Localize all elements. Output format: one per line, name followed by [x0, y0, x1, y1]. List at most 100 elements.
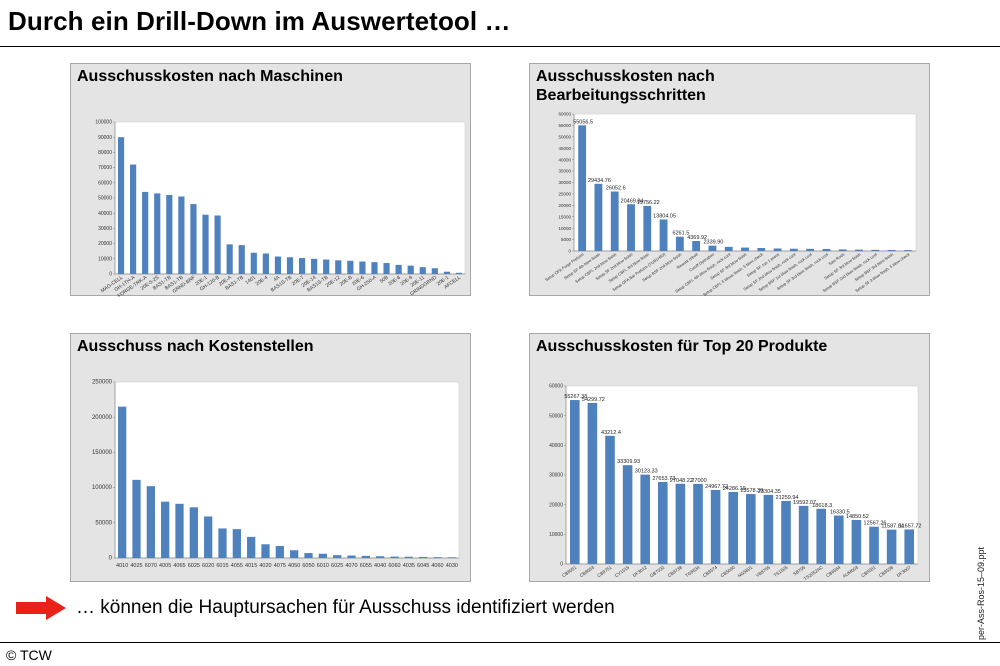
bar	[204, 516, 213, 558]
bar	[658, 481, 668, 564]
bar-data-label: 14850.52	[846, 514, 869, 520]
y-tick-label: 250000	[92, 380, 113, 386]
x-tick-label: 6010	[317, 563, 329, 569]
bar	[587, 402, 598, 564]
bar	[746, 494, 756, 564]
bar	[142, 191, 149, 274]
y-tick-label: 100000	[95, 120, 112, 126]
bar	[335, 260, 342, 274]
bar	[261, 544, 270, 558]
x-tick-label: VB8765	[755, 564, 771, 578]
y-tick-label: 50000	[558, 134, 571, 139]
x-tick-label: NG5801	[737, 564, 754, 578]
bar	[189, 507, 198, 558]
y-tick-label: 25000	[558, 192, 571, 197]
x-tick-label: CB5581	[860, 564, 877, 578]
y-tick-label: 30000	[98, 226, 112, 232]
bar	[431, 268, 438, 274]
bar	[250, 252, 257, 274]
bar	[871, 249, 880, 251]
bar	[763, 494, 774, 564]
x-tick-label: CB5090	[720, 564, 737, 578]
x-tick-label: 6070	[145, 563, 157, 569]
bar	[347, 555, 356, 558]
x-tick-label: 4060	[431, 563, 443, 569]
x-tick-label: 4050	[288, 563, 300, 569]
bar	[675, 236, 684, 251]
x-tick-label: 4025	[130, 563, 142, 569]
y-tick-label: 0	[109, 556, 113, 562]
y-tick-label: 40000	[98, 211, 112, 217]
bar-data-label: 29434.76	[588, 178, 611, 184]
bar-data-label: 55267.38	[564, 394, 587, 400]
bar-data-label: 27000	[691, 478, 706, 484]
y-tick-label: 40000	[558, 157, 571, 162]
y-tick-label: 80000	[98, 150, 112, 156]
plot-area	[573, 113, 917, 252]
bar-data-label: 30123.33	[635, 469, 658, 475]
y-tick-label: 70000	[98, 165, 112, 171]
bar	[640, 474, 650, 564]
y-tick-label: 30000	[558, 180, 571, 185]
x-tick-label: 6015	[216, 563, 228, 569]
y-tick-label: 55000	[558, 123, 571, 128]
x-tick-label: GB7032	[649, 564, 666, 578]
y-tick-label: 90000	[98, 135, 112, 141]
x-tick-label: CB8538	[878, 564, 895, 578]
footer-divider	[0, 642, 1000, 643]
bar	[218, 528, 227, 558]
x-tick-label: CB8574	[702, 564, 719, 578]
y-tick-label: 200000	[92, 415, 113, 421]
bar	[419, 267, 426, 274]
bar-data-label: 43212.4	[601, 430, 621, 436]
bar	[838, 249, 847, 251]
x-tick-label: DF3012	[632, 564, 648, 578]
bar	[710, 489, 721, 564]
bar	[371, 262, 378, 274]
bar	[659, 219, 668, 251]
x-tick-label: 6055	[360, 563, 372, 569]
bar	[214, 215, 221, 274]
y-tick-label: 50000	[98, 196, 112, 202]
bar-data-label: 12567.26	[864, 521, 887, 527]
y-tick-label: 5000	[561, 237, 572, 242]
chart-title-produkte: Ausschusskosten für Top 20 Produkte	[536, 338, 828, 355]
bar	[333, 555, 342, 558]
bar	[692, 241, 701, 251]
bar	[395, 264, 402, 274]
x-tick-label: 4030	[446, 563, 458, 569]
y-tick-label: 0	[560, 562, 563, 568]
bar	[232, 529, 241, 558]
chart-panel-kostenstellen: Ausschuss nach Kostenstellen 0 50000 10000…	[70, 333, 471, 582]
bar	[154, 193, 161, 274]
x-tick-label: 4020	[259, 563, 271, 569]
bar	[117, 137, 125, 274]
bar	[304, 553, 313, 558]
x-tick-label: 4035	[403, 563, 415, 569]
chart-title-maschinen: Ausschusskosten nach Maschinen	[77, 68, 343, 85]
bar	[359, 261, 366, 274]
bar	[757, 248, 766, 251]
bar	[869, 526, 879, 564]
bar	[290, 550, 299, 558]
bar	[323, 259, 330, 274]
x-tick-label: SB795	[792, 564, 806, 576]
bar	[347, 260, 354, 274]
x-tick-label: 6025	[331, 563, 343, 569]
bar	[202, 214, 209, 274]
bar	[578, 125, 587, 251]
y-tick-label: 0	[109, 272, 112, 278]
bar-data-label: 21259.94	[776, 495, 799, 501]
bar-data-label: 54299.72	[582, 397, 605, 403]
bar	[455, 272, 463, 274]
bar-data-label: 2339.90	[703, 240, 723, 246]
chart-title-bearbeitung: Ausschusskosten nach Bearbeitungsschritt…	[536, 68, 715, 104]
title-divider	[0, 46, 1000, 47]
y-tick-label: 150000	[92, 450, 113, 456]
copyright-footer: © TCW	[6, 647, 52, 663]
y-tick-label: 40000	[549, 443, 563, 449]
bar	[693, 483, 703, 564]
bar	[175, 503, 184, 558]
bar	[447, 557, 456, 558]
